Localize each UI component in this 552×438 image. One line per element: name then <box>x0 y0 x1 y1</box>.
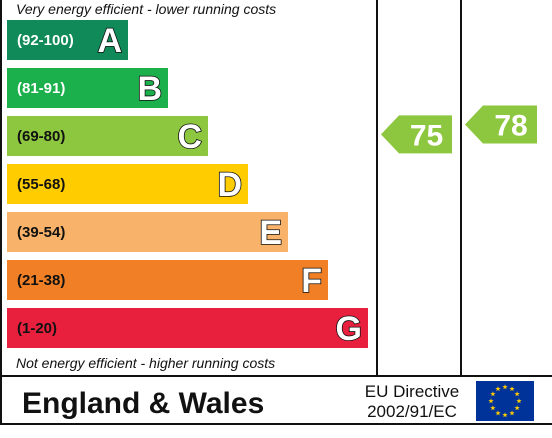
band-d: (55-68) D <box>7 164 248 205</box>
eu-star-icon <box>488 398 494 404</box>
band-g: (1-20) G <box>7 308 368 349</box>
rating-arrow-shape <box>465 105 537 144</box>
band-range-label: (21-38) <box>17 272 65 289</box>
top-caption: Very energy efficient - lower running co… <box>16 1 276 17</box>
eu-star-icon <box>514 391 520 397</box>
band-f: (21-38) F <box>7 260 328 301</box>
band-bar <box>7 308 368 348</box>
eu-star-icon <box>516 398 522 404</box>
eu-star-icon <box>502 384 508 390</box>
eu-star-icon <box>490 391 496 397</box>
rating-value: 75 <box>410 119 443 152</box>
band-letter: C <box>177 118 202 156</box>
eu-star-icon <box>495 410 501 416</box>
band-letter: B <box>137 70 162 108</box>
chart-frame <box>0 0 552 425</box>
band-range-label: (55-68) <box>17 176 65 193</box>
band-bar <box>7 116 208 156</box>
rating-value: 78 <box>494 110 527 143</box>
eu-star-icon <box>509 386 515 392</box>
bottom-caption: Not energy efficient - higher running co… <box>16 355 275 371</box>
directive-line-1: EU Directive <box>365 382 459 401</box>
band-letter: A <box>97 22 122 60</box>
eu-star-icon <box>495 386 501 392</box>
band-range-label: (39-54) <box>17 224 65 241</box>
band-letter: E <box>259 214 282 252</box>
country-name: England & Wales <box>22 387 264 420</box>
band-letter: D <box>217 166 242 204</box>
band-bar <box>7 260 328 300</box>
band-b: (81-91) B <box>7 68 168 109</box>
band-letter: F <box>301 262 322 300</box>
potential-rating-arrow: 78 <box>465 105 537 144</box>
band-bar <box>7 20 128 60</box>
eu-star-icon <box>509 410 515 416</box>
band-c: (69-80) C <box>7 116 208 157</box>
band-range-label: (1-20) <box>17 320 57 337</box>
rating-bands: (92-100) A (81-91) B (69-80) C (55-68) D (39-54)… <box>7 20 368 349</box>
eu-star-icon <box>490 405 496 411</box>
band-bar <box>7 68 168 108</box>
current-rating-arrow: 75 <box>381 115 452 154</box>
band-range-label: (81-91) <box>17 80 65 97</box>
band-range-label: (69-80) <box>17 128 65 145</box>
band-a: (92-100) A <box>7 20 128 61</box>
band-e: (39-54) E <box>7 212 288 253</box>
band-range-label: (92-100) <box>17 32 74 49</box>
directive-line-2: 2002/91/EC <box>367 402 457 421</box>
rating-arrows: 75 78 <box>381 105 537 154</box>
band-bar <box>7 212 288 252</box>
rating-arrow-shape <box>381 115 452 154</box>
eu-flag-icon <box>476 381 534 421</box>
eu-star-icon <box>502 412 508 418</box>
band-letter: G <box>336 310 362 348</box>
eu-star-icon <box>514 405 520 411</box>
band-bar <box>7 164 248 204</box>
